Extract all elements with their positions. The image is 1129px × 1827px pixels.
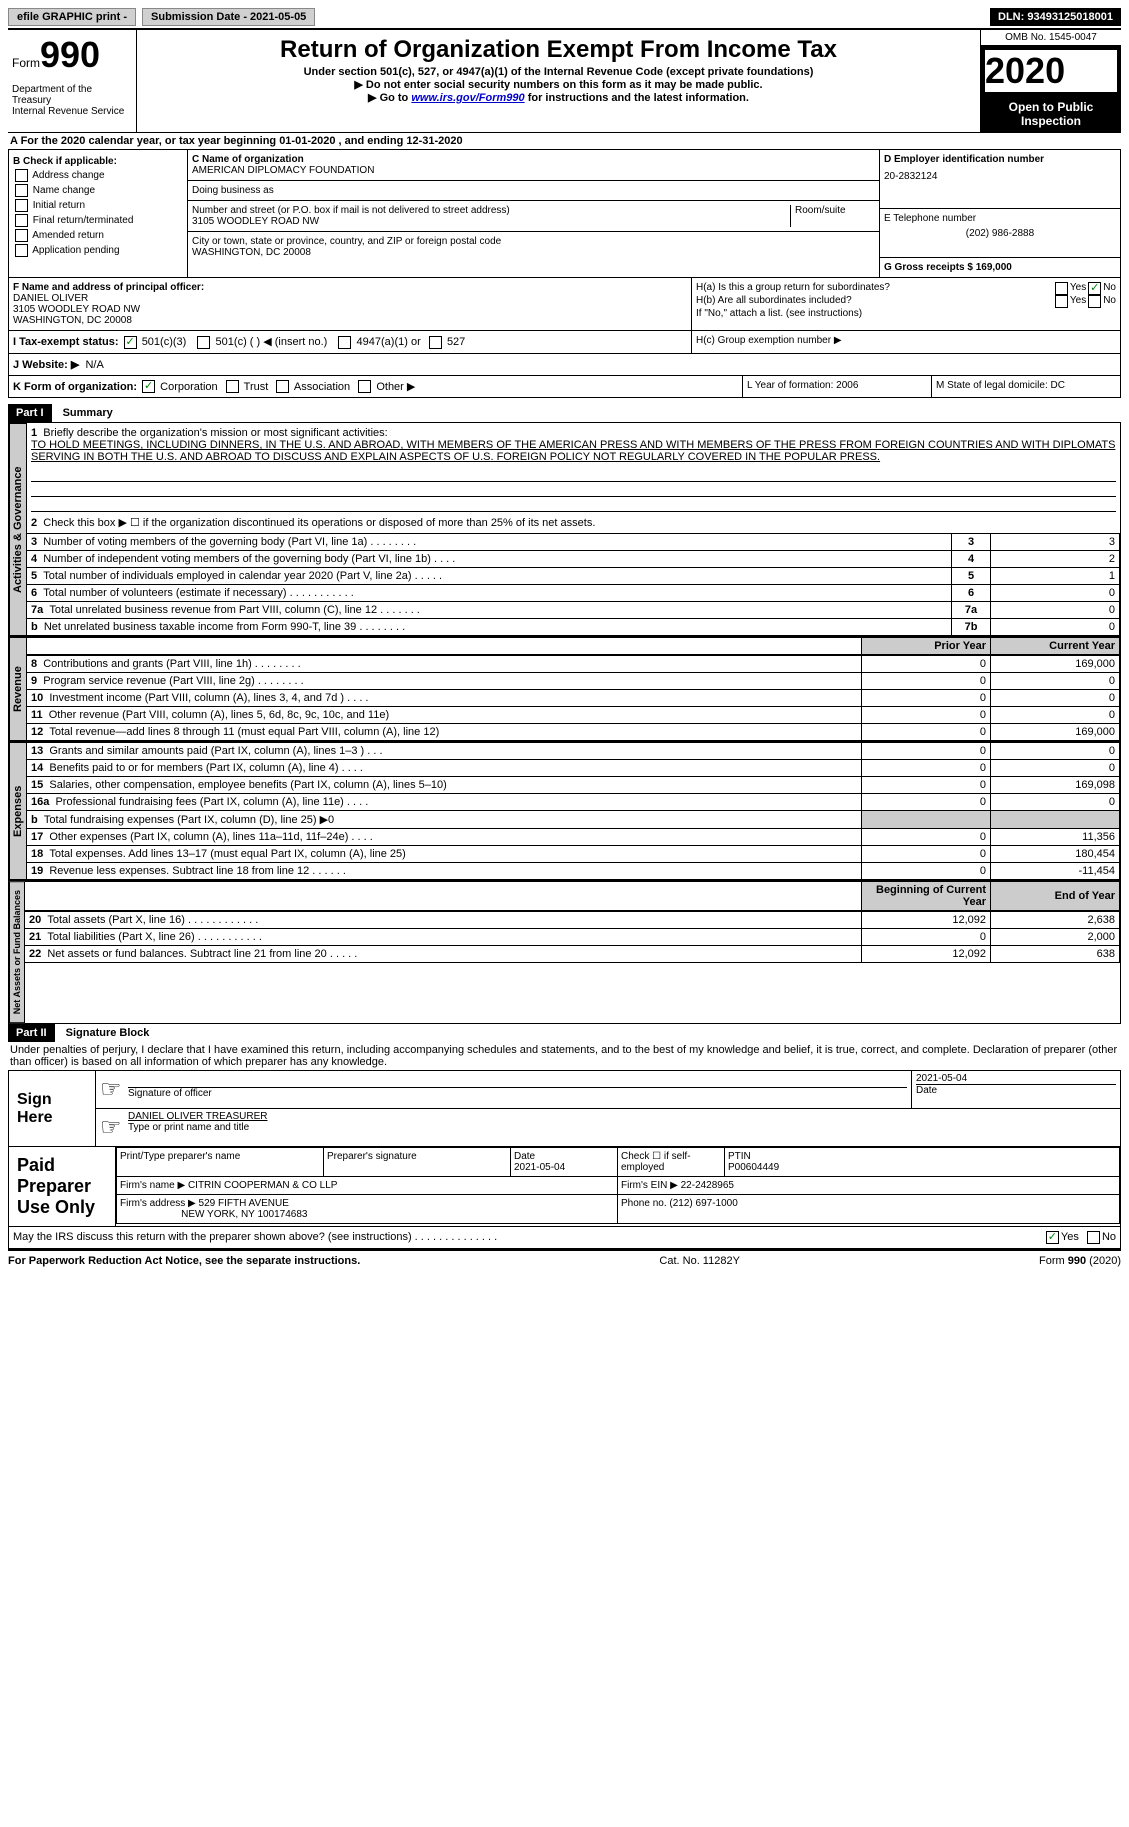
- table-row: 9 Program service revenue (Part VIII, li…: [27, 673, 1120, 690]
- table-row: 5 Total number of individuals employed i…: [27, 568, 1120, 585]
- instr-2: ▶ Go to www.irs.gov/Form990 for instruct…: [145, 91, 972, 104]
- section-a: A For the 2020 calendar year, or tax yea…: [8, 132, 1121, 149]
- efile-print[interactable]: efile GRAPHIC print -: [8, 8, 136, 26]
- sign-here-section: Sign Here ☞ Signature of officer 2021-05…: [8, 1070, 1121, 1147]
- form-number: Form990: [12, 34, 132, 76]
- inspection-label: Open to Public Inspection: [981, 96, 1121, 132]
- box-b: B Check if applicable: Address change Na…: [9, 150, 188, 277]
- discuss-row: May the IRS discuss this return with the…: [8, 1227, 1121, 1249]
- box-k: K Form of organization: Corporation Trus…: [9, 376, 743, 398]
- mission-text: TO HOLD MEETINGS, INCLUDING DINNERS, IN …: [31, 439, 1115, 463]
- firm-phone: (212) 697-1000: [669, 1198, 737, 1209]
- org-name: AMERICAN DIPLOMACY FOUNDATION: [192, 165, 875, 176]
- instr-1: ▶ Do not enter social security numbers o…: [145, 78, 972, 91]
- table-row: 11 Other revenue (Part VIII, column (A),…: [27, 707, 1120, 724]
- form990-link[interactable]: www.irs.gov/Form990: [411, 92, 524, 104]
- box-i: I Tax-exempt status: 501(c)(3) 501(c) ( …: [9, 331, 692, 353]
- table-row: 3 Number of voting members of the govern…: [27, 534, 1120, 551]
- table-row: 16a Professional fundraising fees (Part …: [27, 794, 1120, 811]
- omb-number: OMB No. 1545-0047: [981, 30, 1121, 46]
- table-row: 22 Net assets or fund balances. Subtract…: [25, 946, 1120, 963]
- ptin: P00604449: [728, 1162, 779, 1173]
- vlabel-na: Net Assets or Fund Balances: [9, 881, 25, 1023]
- vlabel-ag: Activities & Governance: [9, 423, 27, 636]
- paid-preparer-section: Paid Preparer Use Only Print/Type prepar…: [8, 1147, 1121, 1227]
- vlabel-exp: Expenses: [9, 742, 27, 880]
- part2-title: Signature Block: [58, 1027, 150, 1039]
- table-row: 21 Total liabilities (Part X, line 26) .…: [25, 929, 1120, 946]
- dept-label: Department of the Treasury Internal Reve…: [12, 84, 132, 117]
- part1-title: Summary: [55, 407, 113, 419]
- box-right: D Employer identification number 20-2832…: [880, 150, 1120, 277]
- box-hc: H(c) Group exemption number ▶: [692, 331, 1120, 353]
- table-row: 6 Total number of volunteers (estimate i…: [27, 585, 1120, 602]
- table-row: b Net unrelated business taxable income …: [27, 619, 1120, 636]
- org-city: WASHINGTON, DC 20008: [192, 247, 875, 258]
- declaration: Under penalties of perjury, I declare th…: [8, 1042, 1121, 1070]
- table-row: 8 Contributions and grants (Part VIII, l…: [27, 656, 1120, 673]
- firm-ein: 22-2428965: [681, 1180, 734, 1191]
- table-row: 20 Total assets (Part X, line 16) . . . …: [25, 912, 1120, 929]
- table-row: 17 Other expenses (Part IX, column (A), …: [27, 829, 1120, 846]
- part1-header: Part I: [8, 404, 52, 422]
- footer: For Paperwork Reduction Act Notice, see …: [8, 1249, 1121, 1271]
- submission-date: Submission Date - 2021-05-05: [142, 8, 315, 26]
- form-header: Form990 Department of the Treasury Inter…: [8, 28, 1121, 132]
- box-j: J Website: ▶ N/A: [9, 354, 1120, 375]
- table-row: 4 Number of independent voting members o…: [27, 551, 1120, 568]
- box-l: L Year of formation: 2006: [743, 376, 932, 398]
- box-c: C Name of organization AMERICAN DIPLOMAC…: [188, 150, 880, 277]
- table-row: 10 Investment income (Part VIII, column …: [27, 690, 1120, 707]
- table-row: 15 Salaries, other compensation, employe…: [27, 777, 1120, 794]
- table-row: 13 Grants and similar amounts paid (Part…: [27, 743, 1120, 760]
- part2-header: Part II: [8, 1024, 55, 1042]
- box-h: H(a) Is this a group return for subordin…: [692, 278, 1120, 330]
- table-row: 19 Revenue less expenses. Subtract line …: [27, 863, 1120, 880]
- vlabel-rev: Revenue: [9, 637, 27, 741]
- subtitle: Under section 501(c), 527, or 4947(a)(1)…: [145, 66, 972, 78]
- tax-year: 2020: [981, 46, 1121, 96]
- phone: (202) 986-2888: [884, 228, 1116, 239]
- officer-name: DANIEL OLIVER TREASURER: [128, 1111, 1116, 1122]
- q1: 1 Briefly describe the organization's mi…: [27, 423, 1120, 467]
- main-title: Return of Organization Exempt From Incom…: [145, 36, 972, 64]
- table-row: 7a Total unrelated business revenue from…: [27, 602, 1120, 619]
- box-m: M State of legal domicile: DC: [932, 376, 1120, 398]
- info-grid: B Check if applicable: Address change Na…: [8, 149, 1121, 278]
- dln: DLN: 93493125018001: [990, 8, 1121, 26]
- top-bar: efile GRAPHIC print - Submission Date - …: [8, 8, 1121, 26]
- table-row: 14 Benefits paid to or for members (Part…: [27, 760, 1120, 777]
- table-row: b Total fundraising expenses (Part IX, c…: [27, 811, 1120, 829]
- table-row: 12 Total revenue—add lines 8 through 11 …: [27, 724, 1120, 741]
- box-f: F Name and address of principal officer:…: [9, 278, 692, 330]
- org-address: 3105 WOODLEY ROAD NW: [192, 216, 790, 227]
- ein: 20-2832124: [884, 171, 1116, 182]
- table-row: 18 Total expenses. Add lines 13–17 (must…: [27, 846, 1120, 863]
- gross-receipts: G Gross receipts $ 169,000: [884, 262, 1012, 273]
- firm-name: CITRIN COOPERMAN & CO LLP: [188, 1180, 337, 1191]
